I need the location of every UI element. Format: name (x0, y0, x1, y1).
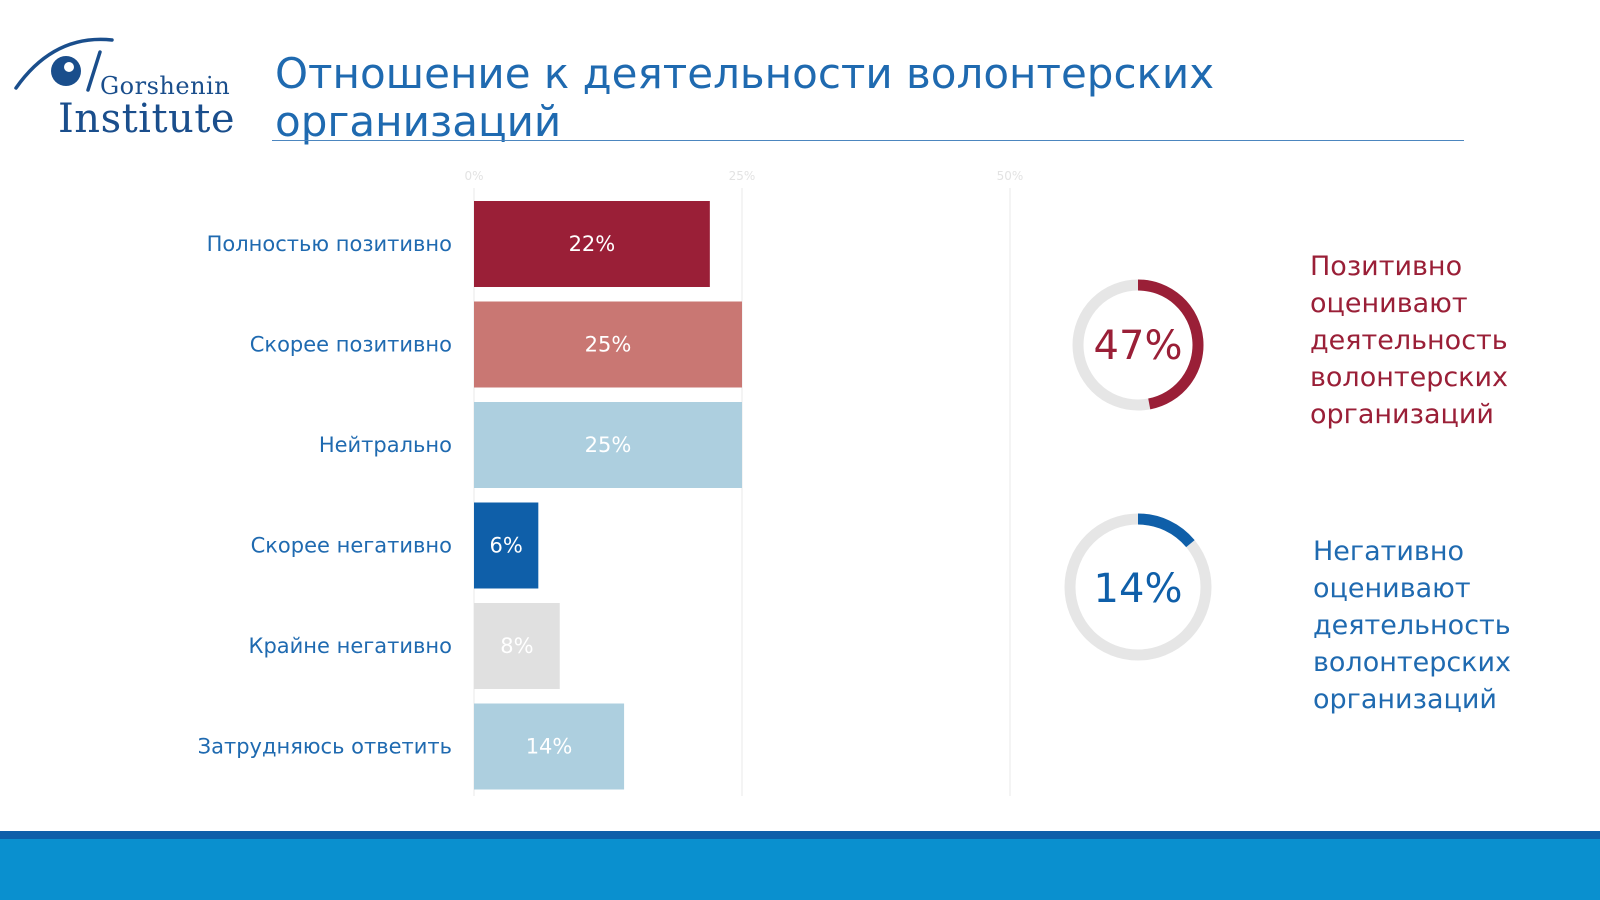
bar-chart: 0% 25% 50% Полностью позитивно 22% Скорее поз… (198, 169, 1024, 796)
title-underline (272, 140, 1464, 141)
positive-description: Позитивно оценивают деятельность волонте… (1310, 251, 1509, 430)
category-label: Затрудняюсь ответить (198, 735, 452, 759)
category-label: Полностью позитивно (207, 232, 452, 256)
bar-value-label: 6% (489, 534, 522, 558)
negative-description: Негативно оценивают деятельность волонте… (1313, 536, 1512, 715)
category-label: Скорее негативно (251, 534, 452, 558)
bar-value-label: 25% (585, 433, 632, 457)
positive-share-value: 47% (1094, 323, 1183, 369)
logo-word-gorshenin: Gorshenin (100, 72, 231, 100)
x-tick-label: 50% (997, 169, 1024, 183)
eye-logo-icon (14, 37, 114, 92)
category-label: Нейтрально (319, 433, 452, 457)
category-label: Крайне негативно (249, 634, 452, 658)
bar-value-label: 8% (500, 634, 533, 658)
footer-stripe (0, 831, 1600, 839)
positive-donut: 47% (1072, 279, 1204, 411)
bar-value-label: 22% (569, 232, 616, 256)
bar (474, 502, 539, 589)
bar (474, 301, 742, 388)
footer-band (0, 839, 1600, 900)
bar-value-label: 25% (585, 333, 632, 357)
x-tick-label: 25% (729, 169, 756, 183)
bar (474, 201, 710, 287)
x-tick-label: 0% (464, 169, 483, 183)
donut-arc (1137, 513, 1195, 548)
logo: Gorshenin Institute (14, 36, 244, 146)
negative-share-value: 14% (1094, 566, 1183, 612)
bar-value-label: 14% (526, 735, 573, 759)
negative-donut: 14% (1064, 513, 1212, 661)
bar (474, 603, 560, 689)
bar (474, 703, 625, 790)
bar (474, 402, 742, 488)
page-title: Отношение к деятельности волонтерских ор… (275, 49, 1215, 146)
donut-arc (1137, 279, 1204, 410)
category-label: Скорее позитивно (250, 333, 452, 357)
logo-word-institute: Institute (58, 96, 236, 142)
